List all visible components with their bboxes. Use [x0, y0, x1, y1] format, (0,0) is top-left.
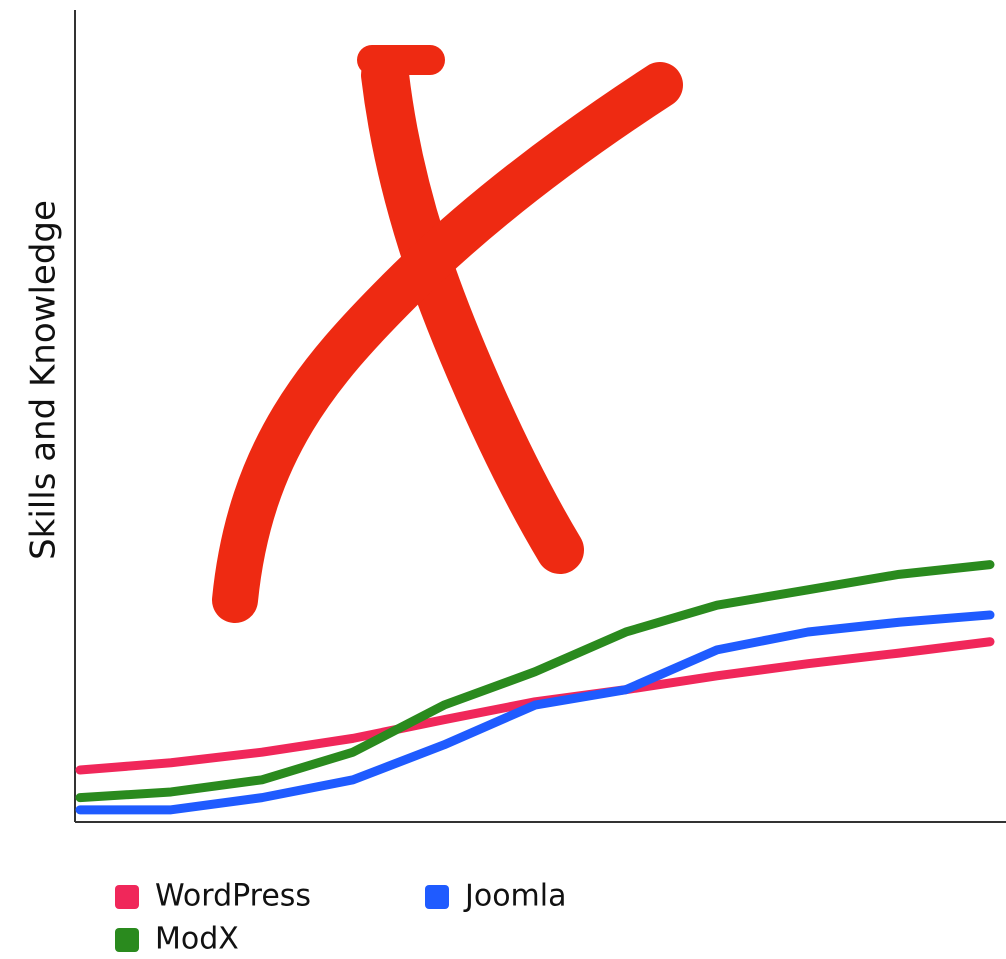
plot-area: [75, 560, 995, 815]
legend-label: Joomla: [463, 879, 567, 914]
legend-label: ModX: [155, 922, 239, 957]
line-2: [75, 610, 995, 815]
red-x-overlay: [212, 45, 683, 623]
legend: WordPress ModX Joomla: [115, 879, 567, 957]
legend-swatch: [115, 928, 139, 952]
legend-label: WordPress: [155, 879, 311, 914]
y-axis-label: Skills and Knowledge: [24, 200, 64, 560]
line-1: [75, 560, 995, 803]
legend-swatch: [115, 885, 139, 909]
legend-swatch: [425, 885, 449, 909]
